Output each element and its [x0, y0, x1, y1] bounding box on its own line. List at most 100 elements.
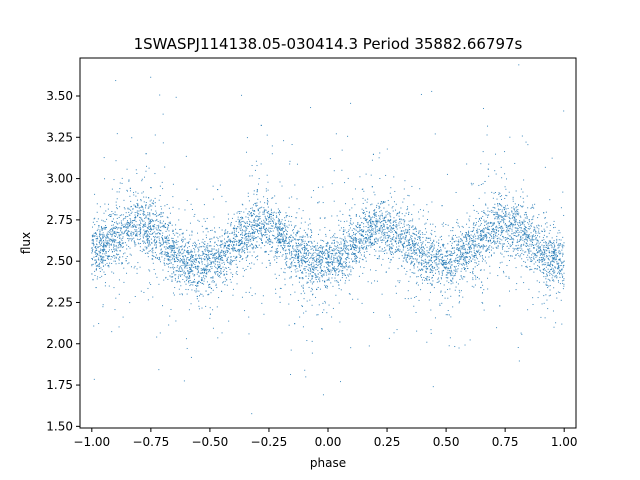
data-point	[322, 302, 324, 304]
data-point	[419, 256, 421, 258]
data-point	[386, 252, 388, 254]
data-point	[225, 229, 227, 231]
data-point	[523, 201, 525, 203]
data-point	[188, 242, 190, 244]
data-point	[172, 240, 174, 242]
data-point	[474, 255, 476, 257]
data-point	[260, 238, 262, 240]
data-point	[383, 226, 385, 228]
data-point	[180, 228, 182, 230]
data-point	[431, 242, 433, 244]
data-point	[359, 215, 361, 217]
data-point	[295, 250, 297, 252]
data-point	[470, 246, 472, 248]
data-point	[197, 251, 199, 253]
data-point	[343, 248, 345, 250]
data-point	[187, 272, 189, 274]
data-point	[393, 217, 395, 219]
data-point	[214, 231, 216, 233]
data-point	[424, 261, 426, 263]
data-point	[278, 274, 280, 276]
data-point	[558, 271, 560, 273]
data-point	[331, 236, 333, 238]
data-point	[92, 243, 94, 245]
data-point	[472, 240, 474, 242]
data-point	[546, 236, 548, 238]
data-point	[412, 226, 414, 228]
data-point	[92, 249, 94, 251]
data-point	[286, 253, 288, 255]
data-point	[531, 206, 533, 208]
data-point	[190, 268, 192, 270]
data-point	[544, 217, 546, 219]
data-point	[159, 233, 161, 235]
data-point	[96, 203, 98, 205]
data-point	[470, 234, 472, 236]
data-point	[183, 256, 185, 258]
data-point	[353, 253, 355, 255]
data-point	[101, 241, 103, 243]
data-point	[402, 245, 404, 247]
data-point	[96, 278, 98, 280]
data-point	[299, 264, 301, 266]
data-point	[212, 257, 214, 259]
data-point	[311, 248, 313, 250]
data-point	[504, 214, 506, 216]
data-point	[328, 277, 330, 279]
data-point	[385, 174, 387, 176]
data-point	[103, 242, 105, 244]
data-point	[140, 222, 142, 224]
data-point	[333, 266, 335, 268]
data-point	[340, 220, 342, 222]
data-point	[431, 250, 433, 252]
data-point	[254, 293, 256, 295]
data-point	[290, 275, 292, 277]
data-point	[107, 231, 109, 233]
data-point	[478, 252, 480, 254]
data-point	[304, 221, 306, 223]
data-point	[135, 233, 137, 235]
data-point	[416, 238, 418, 240]
data-point	[156, 233, 158, 235]
data-point	[147, 239, 149, 241]
data-point	[174, 254, 176, 256]
data-point	[216, 306, 218, 308]
data-point	[373, 312, 375, 314]
data-point	[318, 262, 320, 264]
data-point	[160, 252, 162, 254]
data-point	[473, 245, 475, 247]
data-point	[457, 225, 459, 227]
data-point	[312, 254, 314, 256]
data-point	[385, 243, 387, 245]
data-point	[197, 219, 199, 221]
data-point	[298, 244, 300, 246]
data-point	[513, 217, 515, 219]
data-point	[407, 194, 409, 196]
data-point	[241, 241, 243, 243]
data-point	[536, 227, 538, 229]
data-point	[356, 246, 358, 248]
data-point	[240, 240, 242, 242]
data-point	[304, 257, 306, 259]
data-point	[247, 246, 249, 248]
data-point	[296, 257, 298, 259]
data-point	[413, 267, 415, 269]
data-point	[506, 204, 508, 206]
data-point	[305, 262, 307, 264]
data-point	[384, 234, 386, 236]
data-point	[531, 219, 533, 221]
data-point	[402, 233, 404, 235]
data-point	[349, 209, 351, 211]
data-point	[397, 237, 399, 239]
data-point	[106, 244, 108, 246]
data-point	[197, 281, 199, 283]
data-point	[460, 275, 462, 277]
data-point	[153, 244, 155, 246]
data-point	[379, 206, 381, 208]
data-point	[381, 227, 383, 229]
data-point	[136, 233, 138, 235]
data-point	[328, 279, 330, 281]
data-point	[311, 294, 313, 296]
data-point	[361, 245, 363, 247]
data-point	[504, 186, 506, 188]
